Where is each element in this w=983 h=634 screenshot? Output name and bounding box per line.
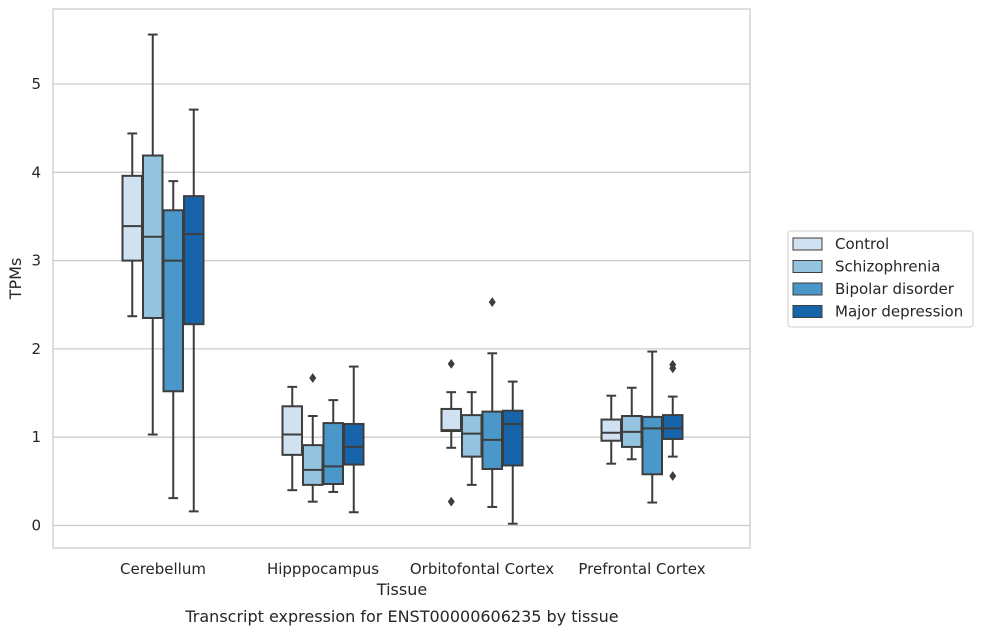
outlier-point bbox=[488, 297, 496, 307]
x-tick-labels: Cerebellum Hipppocampus Orbitofontal Corte… bbox=[120, 560, 706, 578]
legend-swatch bbox=[792, 260, 823, 273]
box-bipolar-disorder bbox=[322, 399, 344, 493]
outlier-point bbox=[669, 363, 677, 374]
legend-swatch bbox=[792, 237, 823, 251]
box-schizophrenia bbox=[302, 373, 324, 503]
outlier-point bbox=[447, 496, 455, 507]
box-bipolar-disorder bbox=[481, 297, 503, 508]
y-tick-label: 4 bbox=[31, 163, 41, 181]
legend-label: Control bbox=[835, 235, 889, 253]
box-iqr bbox=[440, 407, 462, 433]
box-iqr bbox=[600, 418, 622, 442]
box-major-depression bbox=[502, 380, 524, 525]
box-bipolar-disorder bbox=[162, 180, 184, 500]
y-axis-label: TPMs bbox=[6, 258, 25, 301]
chart-caption: Transcript expression for ENST0000060623… bbox=[184, 607, 618, 626]
legend-frame bbox=[787, 230, 974, 328]
x-tick-label: Hipppocampus bbox=[267, 560, 379, 578]
y-tick-labels: 0 1 2 3 4 5 bbox=[31, 75, 41, 535]
y-tick-label: 0 bbox=[31, 517, 41, 535]
box-iqr bbox=[322, 422, 344, 485]
box-iqr bbox=[162, 209, 184, 393]
box-control bbox=[281, 385, 303, 492]
box-iqr bbox=[121, 174, 143, 262]
plot-frame bbox=[52, 8, 751, 549]
legend-swatch bbox=[792, 305, 823, 318]
y-tick-label: 3 bbox=[31, 252, 41, 270]
box-iqr bbox=[502, 409, 524, 467]
x-tick-label: Cerebellum bbox=[120, 560, 206, 578]
outlier-point bbox=[309, 373, 317, 383]
legend-label: Bipolar disorder bbox=[835, 280, 955, 298]
x-tick-label: Orbitofontal Cortex bbox=[410, 560, 554, 578]
boxes-layer bbox=[121, 33, 684, 525]
box-major-depression bbox=[662, 359, 684, 481]
outlier-point bbox=[447, 359, 455, 369]
x-tick-label: Prefrontal Cortex bbox=[578, 560, 705, 578]
legend-swatch bbox=[792, 282, 823, 296]
y-tick-label: 2 bbox=[31, 340, 41, 358]
box-major-depression bbox=[183, 108, 205, 513]
box-bipolar-disorder bbox=[641, 350, 663, 504]
legend-label: Schizophrenia bbox=[835, 258, 940, 276]
box-iqr bbox=[461, 414, 483, 458]
box-iqr bbox=[343, 422, 365, 466]
box-control bbox=[121, 132, 143, 318]
legend: Control Schizophrenia Bipolar disorder Majo… bbox=[787, 230, 974, 328]
outlier-point bbox=[669, 471, 677, 481]
box-iqr bbox=[641, 415, 663, 476]
box-iqr bbox=[302, 444, 324, 486]
legend-label: Major depression bbox=[835, 303, 963, 321]
y-tick-label: 5 bbox=[31, 75, 41, 93]
box-iqr bbox=[281, 405, 303, 456]
y-tick-label: 1 bbox=[31, 428, 41, 446]
box-iqr bbox=[662, 414, 684, 440]
box-major-depression bbox=[343, 365, 365, 514]
x-axis-label: Tissue bbox=[376, 580, 427, 599]
box-iqr bbox=[183, 195, 205, 326]
